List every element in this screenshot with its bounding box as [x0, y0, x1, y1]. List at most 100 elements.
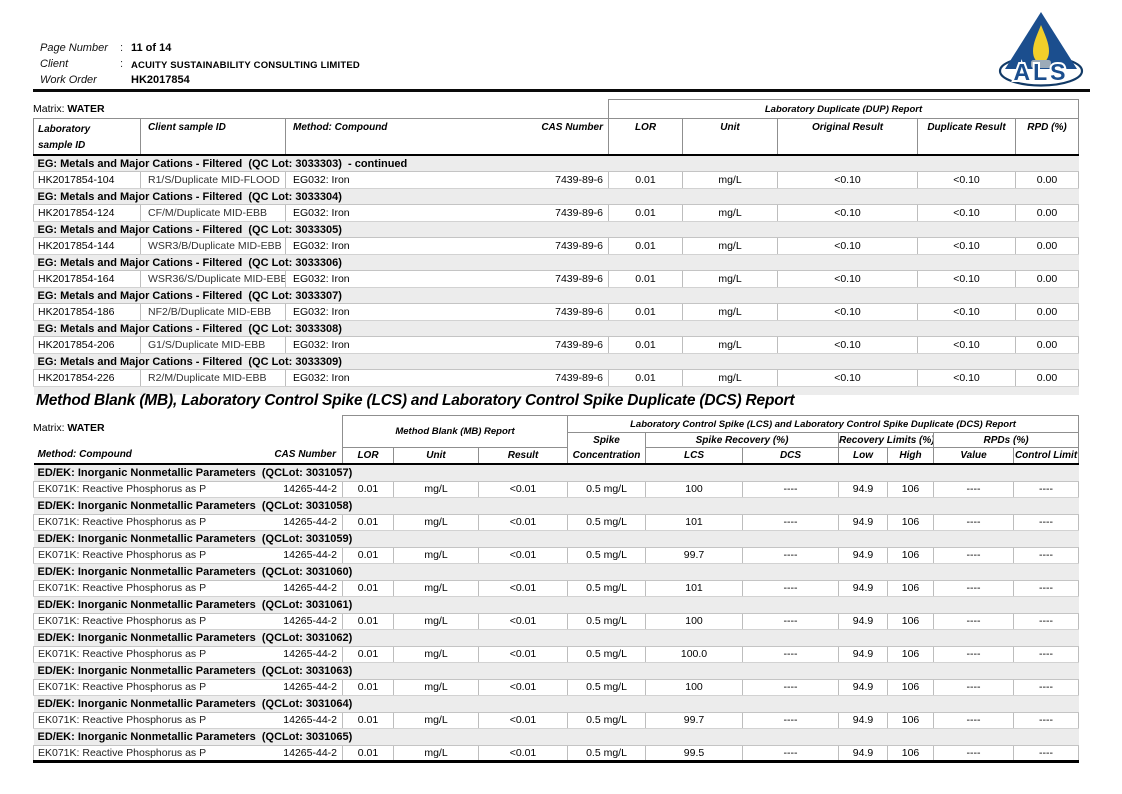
group-header-row: ED/EK: Inorganic Nonmetallic Parameters …: [33, 727, 1079, 746]
lcs-cell: 100.0: [645, 645, 743, 663]
unit-cell: mg/L: [393, 546, 479, 564]
mb-table: Method Blank (MB) Report Laboratory Cont…: [33, 414, 1080, 763]
group-header-row: ED/EK: Inorganic Nonmetallic Parameters …: [33, 628, 1079, 647]
matrix-prefix: Matrix:: [33, 103, 68, 115]
rpd-control-limit-cell: ----: [1012, 711, 1080, 729]
table-row: EK071K: Reactive Phosphorus as P 14265-44…: [33, 744, 1080, 762]
group-header-row: ED/EK: Inorganic Nonmetallic Parameters …: [33, 562, 1079, 581]
cas-number-cell: 14265-44-2: [250, 711, 343, 729]
lor-cell: 0.01: [608, 204, 683, 222]
original-result-cell: <0.10: [777, 204, 918, 222]
spike-concentration-cell: 0.5 mg/L: [567, 513, 646, 531]
table-row: HK2017854-186 NF2/B/Duplicate MID-EBB EG03…: [33, 303, 1080, 321]
unit-cell: mg/L: [682, 336, 778, 354]
table-row: EK071K: Reactive Phosphorus as P 14265-44…: [33, 546, 1080, 564]
result-cell: <0.01: [478, 711, 568, 729]
group-header-row: ED/EK: Inorganic Nonmetallic Parameters …: [33, 595, 1079, 614]
method-compound-cell: EK071K: Reactive Phosphorus as P: [33, 546, 251, 564]
col-original-result: Original Result: [777, 118, 918, 156]
table-row: HK2017854-164 WSR36/S/Duplicate MID-EBB EG…: [33, 270, 1080, 288]
cas-number-cell: 14265-44-2: [250, 645, 343, 663]
page-number-separator: :: [120, 42, 124, 54]
lcs-cell: 99.5: [645, 744, 743, 762]
dup-columns-row: Laboratory sample ID Client sample ID Me…: [33, 118, 1080, 156]
method-compound-cell: EK071K: Reactive Phosphorus as P: [33, 678, 251, 696]
method-compound-cell: EK071K: Reactive Phosphorus as P: [33, 744, 251, 762]
low-limit-cell: 94.9: [838, 645, 888, 663]
matrix-label-mb: Matrix: WATER: [33, 422, 105, 434]
rpd-cell: 0.00: [1014, 270, 1080, 288]
page-number-label: Page Number: [40, 42, 108, 54]
dcs-cell: ----: [742, 579, 839, 597]
lab-sample-id-cell: HK2017854-206: [33, 336, 141, 354]
rpd-value-cell: ----: [933, 546, 1014, 564]
cas-number-cell: 7439-89-6: [520, 171, 609, 189]
group-header-row: EG: Metals and Major Cations - Filtered …: [33, 154, 1079, 172]
rpd-control-limit-cell: ----: [1012, 480, 1080, 498]
group-title: ED/EK: Inorganic Nonmetallic Parameters …: [33, 661, 1079, 680]
lcs-cell: 100: [645, 480, 743, 498]
group-title: ED/EK: Inorganic Nonmetallic Parameters …: [33, 529, 1079, 548]
cas-number-cell: 14265-44-2: [250, 480, 343, 498]
client-sample-id-cell: R1/S/Duplicate MID-FLOOD: [140, 171, 286, 189]
low-limit-cell: 94.9: [838, 612, 888, 630]
lor-cell: 0.01: [608, 237, 683, 255]
high-limit-cell: 106: [887, 579, 934, 597]
table-row: HK2017854-206 G1/S/Duplicate MID-EBB EG032…: [33, 336, 1080, 354]
rpd-value-cell: ----: [933, 678, 1014, 696]
original-result-cell: <0.10: [777, 336, 918, 354]
col-dcs: DCS: [742, 447, 839, 466]
lab-sample-id-cell: HK2017854-104: [33, 171, 141, 189]
group-header-row: ED/EK: Inorganic Nonmetallic Parameters …: [33, 529, 1079, 548]
method-compound-cell: EG032: Iron: [285, 171, 521, 189]
spike-concentration-cell: 0.5 mg/L: [567, 480, 646, 498]
group-header-row: ED/EK: Inorganic Nonmetallic Parameters …: [33, 496, 1079, 515]
duplicate-result-cell: <0.10: [917, 369, 1016, 387]
duplicate-result-cell: <0.10: [917, 204, 1016, 222]
low-limit-cell: 94.9: [838, 513, 888, 531]
dcs-cell: ----: [742, 513, 839, 531]
group-title: ED/EK: Inorganic Nonmetallic Parameters …: [33, 595, 1079, 614]
lor-cell: 0.01: [342, 678, 394, 696]
original-result-cell: <0.10: [777, 369, 918, 387]
dcs-cell: ----: [742, 546, 839, 564]
rpd-cell: 0.00: [1014, 369, 1080, 387]
method-compound-cell: EK071K: Reactive Phosphorus as P: [33, 612, 251, 630]
group-header-row: EG: Metals and Major Cations - Filtered …: [33, 353, 1079, 370]
result-cell: <0.01: [478, 546, 568, 564]
spike-concentration-cell: 0.5 mg/L: [567, 645, 646, 663]
cas-number-cell: 14265-44-2: [250, 612, 343, 630]
col-lor: LOR: [342, 447, 394, 466]
table-row: EK071K: Reactive Phosphorus as P 14265-44…: [33, 513, 1080, 531]
lab-sample-id-cell: HK2017854-124: [33, 204, 141, 222]
high-limit-cell: 106: [887, 480, 934, 498]
method-compound-cell: EK071K: Reactive Phosphorus as P: [33, 711, 251, 729]
subheader-recovery-limits: Recovery Limits (%): [838, 431, 934, 449]
low-limit-cell: 94.9: [838, 546, 888, 564]
client-label: Client: [40, 58, 69, 70]
lab-sample-id-cell: HK2017854-226: [33, 369, 141, 387]
col-low: Low: [838, 447, 888, 466]
header-rule: [33, 89, 1090, 92]
unit-cell: mg/L: [682, 237, 778, 255]
rpd-cell: 0.00: [1014, 336, 1080, 354]
cas-number-cell: 7439-89-6: [520, 237, 609, 255]
table-row: HK2017854-226 R2/M/Duplicate MID-EBB EG032…: [33, 369, 1080, 387]
result-cell: <0.01: [478, 480, 568, 498]
section-title: Method Blank (MB), Laboratory Control Sp…: [36, 392, 795, 409]
dup-table-section: Matrix: WATER Laboratory Duplicate (DUP)…: [33, 97, 1080, 395]
lor-cell: 0.01: [342, 579, 394, 597]
work-order-value: HK2017854: [131, 74, 190, 86]
spike-concentration-cell: 0.5 mg/L: [567, 546, 646, 564]
low-limit-cell: 94.9: [838, 579, 888, 597]
col-spike-concentration: Spike Concentration: [567, 432, 646, 465]
client-value: ACUITY SUSTAINABILITY CONSULTING LIMITED: [131, 60, 360, 71]
group-header-row: EG: Metals and Major Cations - Filtered …: [33, 254, 1079, 271]
group-title: ED/EK: Inorganic Nonmetallic Parameters …: [33, 727, 1079, 746]
table-row: HK2017854-104 R1/S/Duplicate MID-FLOOD EG0…: [33, 171, 1080, 189]
spike-concentration-cell: 0.5 mg/L: [567, 579, 646, 597]
page-number-value: 11 of 14: [131, 42, 172, 54]
rpd-value-cell: ----: [933, 480, 1014, 498]
client-sample-id-cell: R2/M/Duplicate MID-EBB: [140, 369, 286, 387]
lab-sample-id-cell: HK2017854-144: [33, 237, 141, 255]
